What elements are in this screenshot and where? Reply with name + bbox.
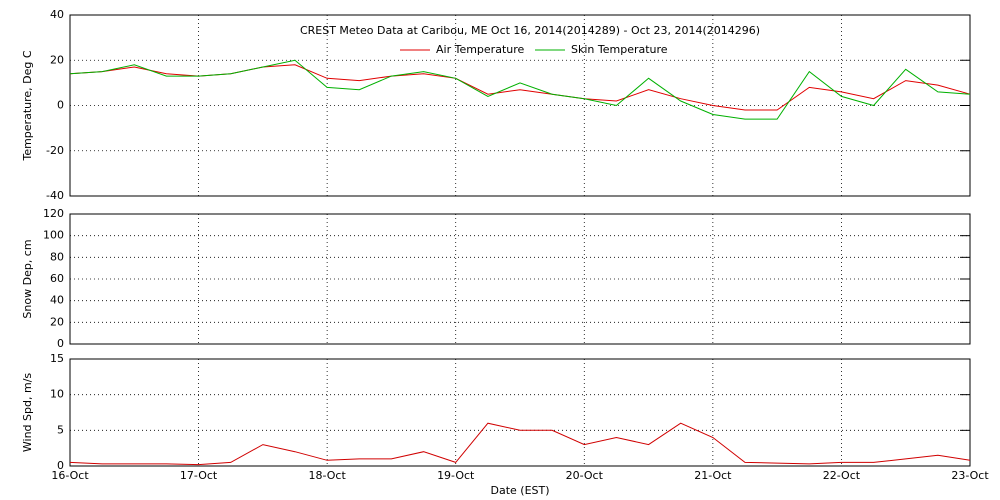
- y-tick-label: 15: [50, 352, 64, 365]
- y-axis-label: Wind Spd, m/s: [21, 373, 34, 453]
- y-tick-label: 120: [43, 207, 64, 220]
- x-tick-label: 22-Oct: [823, 469, 861, 482]
- legend-label: Air Temperature: [436, 43, 525, 56]
- y-tick-label: 20: [50, 53, 64, 66]
- x-tick-label: 16-Oct: [51, 469, 89, 482]
- plot-frame: [69, 14, 971, 197]
- y-tick-label: 0: [57, 337, 64, 350]
- y-tick-label: 5: [57, 423, 64, 436]
- y-tick-label: 40: [50, 8, 64, 21]
- plot-frame: [69, 213, 971, 345]
- y-axis-label: Snow Dep, cm: [21, 239, 34, 318]
- y-tick-label: -40: [46, 189, 64, 202]
- legend-label: Skin Temperature: [571, 43, 668, 56]
- chart-title: CREST Meteo Data at Caribou, ME Oct 16, …: [300, 24, 760, 37]
- y-tick-label: 20: [50, 315, 64, 328]
- y-tick-label: 40: [50, 294, 64, 307]
- data-line: [69, 422, 971, 466]
- y-tick-label: 0: [57, 459, 64, 472]
- y-tick-label: 10: [50, 388, 64, 401]
- x-axis-label: Date (EST): [490, 484, 549, 497]
- y-tick-label: 0: [57, 99, 64, 112]
- y-tick-label: -20: [46, 144, 64, 157]
- y-tick-label: 100: [43, 229, 64, 242]
- y-tick-label: 60: [50, 272, 64, 285]
- x-tick-label: 21-Oct: [694, 469, 732, 482]
- x-tick-label: 17-Oct: [180, 469, 218, 482]
- x-tick-label: 18-Oct: [308, 469, 346, 482]
- plot-frame: [69, 358, 971, 467]
- x-tick-label: 23-Oct: [951, 469, 989, 482]
- y-axis-label: Temperature, Deg C: [21, 50, 34, 161]
- data-line: [69, 59, 971, 120]
- x-tick-label: 20-Oct: [566, 469, 604, 482]
- x-tick-label: 19-Oct: [437, 469, 475, 482]
- data-line: [69, 64, 971, 111]
- y-tick-label: 80: [50, 250, 64, 263]
